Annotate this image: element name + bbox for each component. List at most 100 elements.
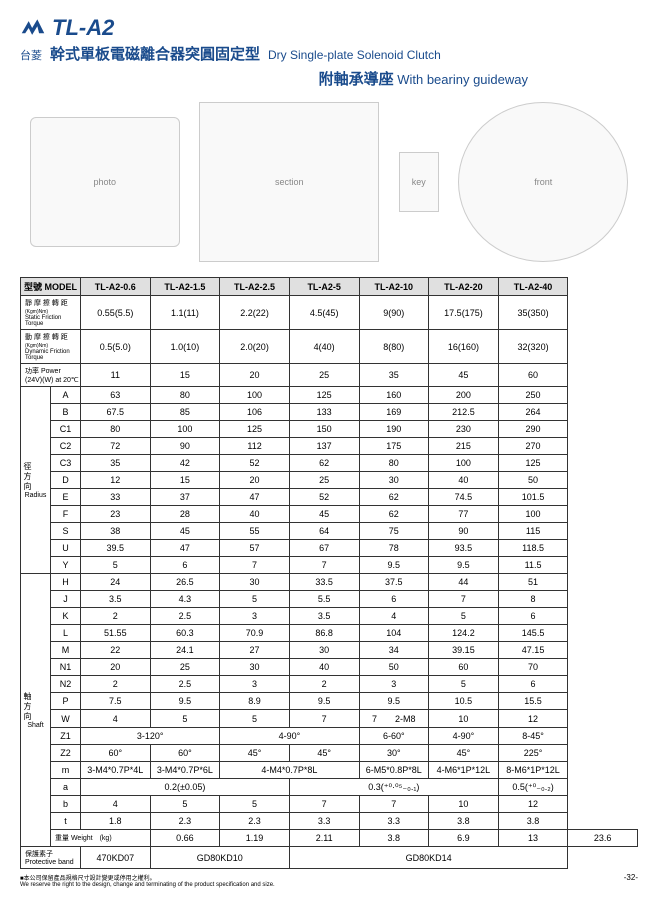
shaft-val: 1.8 [81, 813, 151, 830]
shaft-val: 7 2-M8 [359, 710, 429, 728]
power-val: 45 [429, 364, 499, 387]
radius-val: 7 [220, 557, 290, 574]
radius-val: 40 [220, 506, 290, 523]
radius-val: 212.5 [429, 404, 499, 421]
shaft-val: 3 [220, 676, 290, 693]
shaft-val: 225° [498, 745, 568, 762]
radius-val: 90 [150, 438, 220, 455]
shaft-val: 0.3(⁺⁰·⁰⁵₋₀.₁) [289, 779, 498, 796]
power-val: 25 [289, 364, 359, 387]
shaft-val: 86.8 [289, 625, 359, 642]
model-col: TL-A2-20 [429, 278, 499, 296]
shaft-val: 45° [289, 745, 359, 762]
shaft-val: 3.8 [429, 813, 499, 830]
power-val: 35 [359, 364, 429, 387]
radius-val: 9.5 [359, 557, 429, 574]
shaft-val: 4-M4*0.7P*8L [220, 762, 359, 779]
radius-val: 190 [359, 421, 429, 438]
shaft-val: 6 [498, 676, 568, 693]
shaft-val: 24 [81, 574, 151, 591]
shaft-val: 47.15 [498, 642, 568, 659]
shaft-val: 7.5 [81, 693, 151, 710]
shaft-val: 10.5 [429, 693, 499, 710]
static-val: 1.1(11) [150, 296, 220, 330]
shaft-sym: m [51, 762, 81, 779]
shaft-sym: N2 [51, 676, 81, 693]
radius-sym: C3 [51, 455, 81, 472]
radius-val: 250 [498, 387, 568, 404]
shaft-val: 145.5 [498, 625, 568, 642]
shaft-val: 5 [150, 710, 220, 728]
radius-val: 115 [498, 523, 568, 540]
shaft-val: 3-M4*0.7P*6L [150, 762, 220, 779]
shaft-val: 60 [429, 659, 499, 676]
radius-val: 30 [359, 472, 429, 489]
radius-val: 52 [289, 489, 359, 506]
shaft-sym: M [51, 642, 81, 659]
shaft-val: 45° [220, 745, 290, 762]
radius-val: 50 [498, 472, 568, 489]
power-val: 20 [220, 364, 290, 387]
model-header: 型號 MODEL [21, 278, 81, 296]
shaft-val: 2 [289, 676, 359, 693]
radius-sym: S [51, 523, 81, 540]
product-photo: photo [30, 117, 180, 247]
dynamic-val: 16(160) [429, 330, 499, 364]
shaft-val: 5 [220, 796, 290, 813]
static-val: 2.2(22) [220, 296, 290, 330]
shaft-sym: Z2 [51, 745, 81, 762]
radius-val: 150 [289, 421, 359, 438]
radius-val: 35 [81, 455, 151, 472]
radius-val: 125 [498, 455, 568, 472]
shaft-val: 10 [429, 796, 499, 813]
radius-val: 72 [81, 438, 151, 455]
shaft-val: 25 [150, 659, 220, 676]
radius-val: 264 [498, 404, 568, 421]
shaft-val: 4-90° [220, 728, 359, 745]
shaft-val: 26.5 [150, 574, 220, 591]
model-col: TL-A2-1.5 [150, 278, 220, 296]
shaft-sym: N1 [51, 659, 81, 676]
radius-sym: C1 [51, 421, 81, 438]
radius-val: 175 [359, 438, 429, 455]
radius-val: 112 [220, 438, 290, 455]
radius-sym: Y [51, 557, 81, 574]
shaft-sym: Z1 [51, 728, 81, 745]
power-val: 11 [81, 364, 151, 387]
shaft-val: 4.3 [150, 591, 220, 608]
shaft-val: 60° [81, 745, 151, 762]
brand-name: 台菱 [20, 47, 42, 63]
pband-val: GD80KD10 [150, 847, 289, 869]
shaft-val: 8-45° [498, 728, 568, 745]
diagrams-area: photo section key front [20, 97, 638, 267]
radius-val: 28 [150, 506, 220, 523]
shaft-val: 45° [429, 745, 499, 762]
shaft-val: 9.5 [289, 693, 359, 710]
shaft-val: 5 [429, 608, 499, 625]
page-header: TL-A2 台菱 幹式單板電磁離合器突圓固定型 Dry Single-plate… [20, 15, 638, 89]
subtitle-row: 附軸承導座 With beariny guideway [20, 68, 638, 89]
radius-val: 45 [150, 523, 220, 540]
shaft-val: 10 [429, 710, 499, 728]
shaft-val: 51 [498, 574, 568, 591]
front-view-diagram: front [458, 102, 628, 262]
power-val: 60 [498, 364, 568, 387]
shaft-val: 60.3 [150, 625, 220, 642]
radius-sym: A [51, 387, 81, 404]
shaft-val: 33.5 [289, 574, 359, 591]
shaft-val: 9.5 [150, 693, 220, 710]
radius-val: 160 [359, 387, 429, 404]
shaft-val: 5 [150, 796, 220, 813]
radius-val: 23 [81, 506, 151, 523]
shaft-sym: H [51, 574, 81, 591]
radius-val: 100 [498, 506, 568, 523]
shaft-sym: J [51, 591, 81, 608]
radius-val: 39.5 [81, 540, 151, 557]
radius-val: 137 [289, 438, 359, 455]
shaft-val: 27 [220, 642, 290, 659]
radius-val: 270 [498, 438, 568, 455]
radius-val: 42 [150, 455, 220, 472]
dynamic-val: 32(320) [498, 330, 568, 364]
shaft-val: 4-M6*1P*12L [429, 762, 499, 779]
shaft-val: 24.1 [150, 642, 220, 659]
